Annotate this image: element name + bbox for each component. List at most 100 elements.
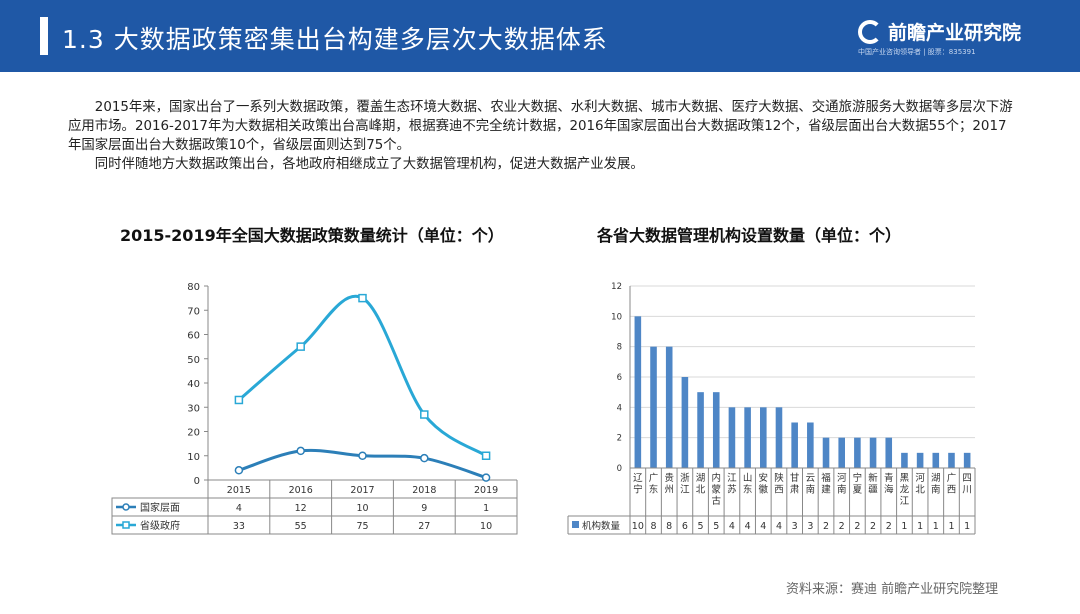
chart2-table-value: 4 xyxy=(760,521,766,532)
chart1-x-tick-label: 2019 xyxy=(474,485,498,496)
chart2-y-tick-label: 4 xyxy=(617,403,622,413)
chart1-legend-marker xyxy=(122,503,130,511)
chart2-table-value: 3 xyxy=(807,521,813,532)
chart2-bar xyxy=(807,422,814,468)
chart1-table-value: 75 xyxy=(356,521,368,532)
chart1-legend-label: 国家层面 xyxy=(140,501,180,514)
intro-text: 2015年来，国家出台了一系列大数据政策，覆盖生态环境大数据、农业大数据、水利大… xyxy=(68,98,1018,174)
chart2-bar xyxy=(854,437,861,468)
chart2-bar xyxy=(822,437,830,468)
chart2-legend-swatch xyxy=(572,521,579,528)
chart2-table-value: 1 xyxy=(917,521,923,532)
chart2-category-label: 河北 xyxy=(915,472,925,496)
chart2-y-tick-label: 8 xyxy=(617,343,622,353)
chart2-title: 各省大数据管理机构设置数量（单位：个） xyxy=(597,226,902,245)
chart1-x-tick-label: 2016 xyxy=(289,485,313,496)
chart1-y-tick-label: 70 xyxy=(187,306,200,317)
chart1-y-tick-label: 50 xyxy=(187,355,200,366)
logo-mark-icon xyxy=(858,20,882,44)
chart2-category-label: 广西 xyxy=(947,472,957,496)
chart1-table-value: 4 xyxy=(236,503,242,514)
chart2-category-label: 湖南 xyxy=(931,473,941,496)
chart1-table-value: 10 xyxy=(356,503,368,514)
chart2-table-value: 3 xyxy=(792,521,798,532)
chart2-bar xyxy=(760,407,767,468)
chart1-data-point xyxy=(420,410,429,419)
chart1-y-tick-label: 0 xyxy=(194,476,200,487)
chart1-data-point xyxy=(296,342,305,351)
chart1-data-point xyxy=(481,473,491,482)
chart2-table-value: 1 xyxy=(948,521,954,532)
chart1-table-value: 55 xyxy=(295,521,307,532)
chart2-bar xyxy=(634,316,642,468)
chart2-category-label: 贵州 xyxy=(664,472,674,496)
intro-paragraph: 2015年来，国家出台了一系列大数据政策，覆盖生态环境大数据、农业大数据、水利大… xyxy=(68,100,1013,153)
chart2-table-value: 10 xyxy=(632,521,644,532)
chart2-category-label: 甘肃 xyxy=(790,472,800,496)
chart2-bar xyxy=(885,437,893,468)
chart1-title: 2015-2019年全国大数据政策数量统计（单位：个） xyxy=(120,226,504,245)
chart2-bar xyxy=(728,407,736,468)
chart1-table-value: 9 xyxy=(421,503,427,514)
chart2-category-label: 云南 xyxy=(806,473,816,496)
logo-name: 前瞻产业研究院 xyxy=(888,22,1022,44)
chart2-category-label: 内蒙古 xyxy=(711,472,721,507)
chart2-bar xyxy=(869,437,877,468)
chart1-table-value: 10 xyxy=(480,521,492,532)
chart1-x-tick-label: 2017 xyxy=(350,485,374,496)
chart1-data-point xyxy=(481,451,491,460)
chart2-y-tick-label: 2 xyxy=(617,434,622,444)
chart2-bar xyxy=(932,452,940,468)
chart2-table-value: 4 xyxy=(776,521,782,532)
chart2-bar xyxy=(681,377,689,468)
chart2-category-label: 湖北 xyxy=(696,473,706,496)
chart2-category-label: 山东 xyxy=(743,473,753,496)
intro-paragraph: 同时伴随地方大数据政策出台，各地政府相继成立了大数据管理机构，促进大数据产业发展… xyxy=(94,157,644,172)
title-accent-bar xyxy=(40,17,48,55)
chart2-bar xyxy=(712,392,720,468)
chart2-bar xyxy=(963,452,971,468)
chart2-bar xyxy=(697,392,704,468)
chart2-table-value: 1 xyxy=(933,521,939,532)
chart1-table-value: 33 xyxy=(233,521,245,532)
chart2-bar xyxy=(838,437,845,468)
chart2-y-tick-label: 12 xyxy=(611,282,622,292)
chart2-category-label: 宁夏 xyxy=(853,472,863,496)
chart2-bar xyxy=(916,452,924,468)
chart2-category-label: 广东 xyxy=(649,472,659,496)
chart1-data-point xyxy=(234,466,244,475)
chart1-data-point xyxy=(358,293,367,303)
chart1-table-value: 1 xyxy=(483,503,489,514)
chart2-y-tick-label: 0 xyxy=(617,464,622,474)
logo-tagline: 中国产业咨询领导者 | 股票：835391 xyxy=(858,48,976,56)
chart2-table-value: 1 xyxy=(964,521,970,532)
chart2-table-value: 5 xyxy=(698,521,704,532)
chart2-bar xyxy=(901,452,908,468)
chart2-table-value: 1 xyxy=(901,521,907,532)
chart2-category-label: 安徽 xyxy=(759,472,769,496)
chart1-table-value: 12 xyxy=(295,503,307,514)
chart2-table-value: 6 xyxy=(682,521,688,532)
chart2-table-value: 2 xyxy=(854,521,860,532)
chart2-table-value: 4 xyxy=(745,521,751,532)
chart2-bar xyxy=(665,346,673,468)
chart1-legend-marker xyxy=(122,521,130,529)
chart2-category-label: 青海 xyxy=(884,472,894,496)
brand-logo: 前瞻产业研究院 中国产业咨询领导者 | 股票：835391 xyxy=(858,18,1048,58)
chart2-table-value: 2 xyxy=(870,521,876,532)
chart2-bar xyxy=(744,407,751,468)
chart1-y-tick-label: 20 xyxy=(187,428,200,439)
chart2-category-label: 黑龙江 xyxy=(900,473,910,507)
chart1-table-value: 27 xyxy=(418,521,430,532)
chart2-bar xyxy=(948,452,955,468)
chart2-legend-label: 机构数量 xyxy=(582,520,621,532)
chart1-x-tick-label: 2015 xyxy=(227,485,251,496)
chart1-data-point xyxy=(358,451,367,460)
chart2-y-tick-label: 6 xyxy=(617,373,622,383)
chart2-bar xyxy=(791,422,798,468)
chart2-table-value: 2 xyxy=(839,521,845,532)
chart2-table-value: 5 xyxy=(713,521,719,532)
chart2-y-tick-label: 10 xyxy=(611,312,622,322)
